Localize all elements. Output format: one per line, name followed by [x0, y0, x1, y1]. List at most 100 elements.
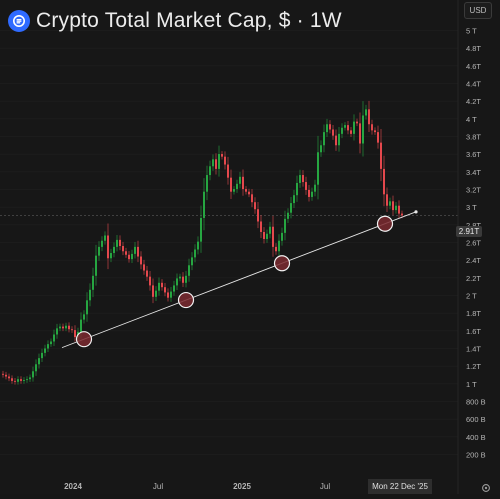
price-tick-label: 3.2T	[466, 186, 481, 195]
candle-body	[296, 182, 298, 196]
candle-body	[332, 129, 334, 136]
candle-body	[41, 352, 43, 359]
candle-body	[125, 251, 127, 255]
candle-body	[152, 285, 154, 297]
candle-body	[368, 109, 370, 125]
candle-body	[113, 246, 115, 254]
candle-body	[5, 374, 7, 377]
candle-body	[263, 231, 265, 239]
candle-body	[134, 246, 136, 254]
candle-body	[335, 135, 337, 146]
candle-body	[62, 326, 64, 329]
price-tick-label: 2.8T	[466, 221, 481, 230]
candle-body	[386, 194, 388, 206]
candle-body	[383, 168, 385, 195]
candle-body	[146, 270, 148, 277]
candle-body	[230, 177, 232, 192]
coin-stack-icon	[8, 10, 30, 32]
candle-body	[173, 285, 175, 292]
trendline-handle[interactable]	[414, 210, 418, 214]
price-tick-label: 4 T	[466, 115, 477, 124]
chart-title: Crypto Total Market Cap, $ · 1W	[8, 6, 342, 36]
candle-body	[302, 175, 304, 183]
price-axis[interactable]: 5 T 4.8T 4.6T 4.4T 4.2T 4 T 3.8T 3.6T 3.4T 3.2T 3 …	[466, 27, 486, 460]
candle-body	[248, 191, 250, 195]
candle-body	[233, 189, 235, 192]
time-tick-label: Jul	[320, 482, 330, 491]
price-tick-label: 2.4T	[466, 256, 481, 265]
candle-body	[371, 124, 373, 131]
candle-body	[275, 246, 277, 252]
gear-icon[interactable]	[480, 481, 492, 493]
price-tick-label: 1.2T	[466, 362, 481, 371]
price-tick-label: 1 T	[466, 380, 477, 389]
price-tick-label: 3 T	[466, 203, 477, 212]
candle-body	[338, 133, 340, 146]
candle-body	[311, 191, 313, 197]
candle-body	[128, 254, 130, 260]
candle-body	[89, 289, 91, 301]
candle-body	[119, 239, 121, 247]
candle-body	[182, 276, 184, 283]
swing-low-marker[interactable]	[177, 291, 195, 309]
candle-body	[122, 246, 124, 252]
candle-body	[401, 213, 403, 216]
candle-body	[359, 123, 361, 144]
currency-button[interactable]: USD	[464, 2, 492, 19]
candle-body	[317, 152, 319, 185]
candle-body	[389, 201, 391, 206]
candle-body	[71, 329, 73, 331]
swing-low-marker[interactable]	[273, 255, 291, 272]
candle-body	[131, 253, 133, 260]
price-tick-label: 600 B	[466, 415, 486, 424]
current-price-badge: 2.91T	[456, 226, 482, 237]
candle-body	[38, 358, 40, 365]
candle-body	[305, 182, 307, 190]
candle-body	[260, 221, 262, 232]
time-axis[interactable]: 2024 Jul 2025 Jul	[64, 482, 330, 491]
candle-body	[116, 239, 118, 247]
candle-body	[326, 124, 328, 133]
candle-body	[323, 132, 325, 146]
candle-body	[59, 326, 61, 329]
time-tick-label: 2025	[233, 482, 251, 491]
trendline-group[interactable]	[61, 210, 418, 349]
swing-low-marker[interactable]	[376, 215, 394, 232]
candle-body	[155, 290, 157, 297]
candle-body	[350, 130, 352, 134]
candle-body	[212, 159, 214, 167]
candle-body	[137, 246, 139, 257]
candle-body	[194, 249, 196, 258]
candle-body	[68, 325, 70, 330]
candle-body	[224, 156, 226, 165]
candle-body	[269, 226, 271, 234]
candle-body	[98, 246, 100, 256]
trendline[interactable]	[61, 211, 417, 349]
candle-body	[188, 265, 190, 276]
price-tick-label: 4.4T	[466, 80, 481, 89]
candle-body	[299, 175, 301, 183]
candle-body	[29, 377, 31, 380]
candle-body	[176, 278, 178, 286]
swing-low-marker[interactable]	[75, 331, 93, 348]
candle-body	[221, 154, 223, 157]
price-tick-label: 4.6T	[466, 62, 481, 71]
candle-body	[392, 201, 394, 211]
price-tick-label: 3.6T	[466, 150, 481, 159]
candle-body	[320, 145, 322, 153]
candle-body	[353, 121, 355, 134]
candle-body	[284, 218, 286, 233]
candle-body	[179, 276, 181, 279]
candle-body	[44, 348, 46, 353]
price-tick-label: 400 B	[466, 433, 486, 442]
candle-body	[86, 300, 88, 315]
candle-body	[257, 209, 259, 222]
candle-body	[377, 132, 379, 143]
price-tick-label: 4.8T	[466, 44, 481, 53]
candle-body	[167, 292, 169, 298]
candle-body	[74, 330, 76, 338]
candle-body	[293, 195, 295, 204]
candle-body	[26, 379, 28, 381]
